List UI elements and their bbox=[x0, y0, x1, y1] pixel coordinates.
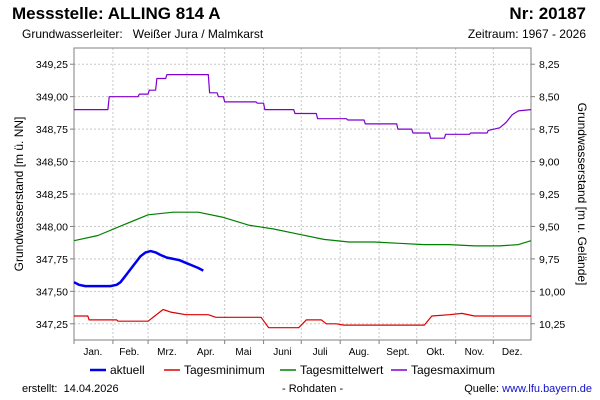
y-right-tick-label: 8,75 bbox=[539, 124, 560, 136]
created-date: 14.04.2026 bbox=[63, 383, 119, 395]
y-right-tick-label: 9,25 bbox=[539, 189, 560, 201]
y-left-tick-label: 349,25 bbox=[36, 59, 68, 71]
source-link[interactable]: www.lfu.bayern.de bbox=[502, 383, 592, 395]
y-right-tick-label: 10,00 bbox=[539, 286, 565, 298]
x-tick-label: Apr. bbox=[197, 347, 215, 358]
y-left-tick-label: 348,50 bbox=[36, 157, 68, 169]
legend-label-tagesminimum: Tagesminimum bbox=[184, 363, 265, 377]
y-left-tick-label: 349,00 bbox=[36, 92, 68, 104]
y-left-tick-label: 348,25 bbox=[36, 189, 68, 201]
y-left-tick-label: 348,75 bbox=[36, 124, 68, 136]
legend-label-aktuell: aktuell bbox=[110, 363, 145, 377]
series-line-tagesminimum bbox=[74, 308, 531, 329]
y-left-tick-label: 348,00 bbox=[36, 221, 68, 233]
plot-frame bbox=[73, 47, 532, 341]
station-number: Nr: 20187 bbox=[509, 4, 586, 24]
x-tick-label: Dez. bbox=[502, 347, 523, 358]
station-label: Messstelle: bbox=[12, 4, 104, 23]
x-tick-label: Sept. bbox=[386, 347, 409, 358]
legend-label-tagesmaximum: Tagesmaximum bbox=[411, 363, 495, 377]
period-info: Zeitraum: 1967 - 2026 bbox=[468, 27, 586, 41]
legend-label-tagesmittelwert: Tagesmittelwert bbox=[300, 363, 384, 377]
y-left-tick-label: 347,75 bbox=[36, 254, 68, 266]
source-info: Quelle: www.lfu.bayern.de bbox=[464, 383, 592, 395]
aquifer-label: Grundwasserleiter: bbox=[22, 27, 123, 41]
source-label: Quelle: bbox=[464, 383, 500, 395]
x-tick-label: Aug. bbox=[349, 347, 370, 358]
y-left-tick-label: 347,25 bbox=[36, 319, 68, 331]
x-tick-label: Mai bbox=[235, 347, 251, 358]
aquifer-info: Grundwasserleiter: Weißer Jura / Malmkar… bbox=[22, 27, 263, 41]
station-name: ALLING 814 A bbox=[107, 4, 221, 23]
y-right-tick-label: 8,25 bbox=[539, 59, 560, 71]
series-line-tagesmittelwert bbox=[73, 211, 532, 247]
y-right-tick-label: 9,75 bbox=[539, 254, 560, 266]
x-tick-label: Juli bbox=[313, 347, 328, 358]
aquifer-value: Weißer Jura / Malmkarst bbox=[132, 27, 264, 41]
y-left-axis-label: Grundwasserstand [m ü. NN] bbox=[12, 117, 26, 272]
period-value: 1967 - 2026 bbox=[521, 27, 586, 41]
x-tick-label: Juni bbox=[273, 347, 291, 358]
station-number-label: Nr: bbox=[509, 4, 534, 23]
y-right-axis-label: Grundwasserstand [m u. Gelände] bbox=[575, 103, 589, 286]
x-tick-label: Jan. bbox=[83, 347, 102, 358]
y-left-tick-label: 347,50 bbox=[36, 286, 68, 298]
series-line-tagesmaximum bbox=[74, 74, 532, 139]
x-tick-label: Mrz. bbox=[157, 347, 176, 358]
y-right-tick-label: 10,25 bbox=[539, 319, 565, 331]
y-right-tick-label: 8,50 bbox=[539, 92, 560, 104]
station-title: Messstelle: ALLING 814 A bbox=[12, 4, 221, 24]
x-tick-label: Nov. bbox=[465, 347, 485, 358]
x-tick-label: Okt. bbox=[426, 347, 444, 358]
y-right-tick-label: 9,50 bbox=[539, 221, 560, 233]
created-label: erstellt: bbox=[22, 383, 58, 395]
series-line-aktuell bbox=[73, 249, 204, 288]
period-label: Zeitraum: bbox=[467, 27, 519, 41]
y-right-tick-label: 9,00 bbox=[539, 157, 560, 169]
raw-data-note: - Rohdaten - bbox=[282, 383, 344, 395]
station-number-value: 20187 bbox=[538, 4, 586, 23]
created-info: erstellt: 14.04.2026 bbox=[22, 383, 119, 395]
x-tick-label: Feb. bbox=[119, 347, 139, 358]
